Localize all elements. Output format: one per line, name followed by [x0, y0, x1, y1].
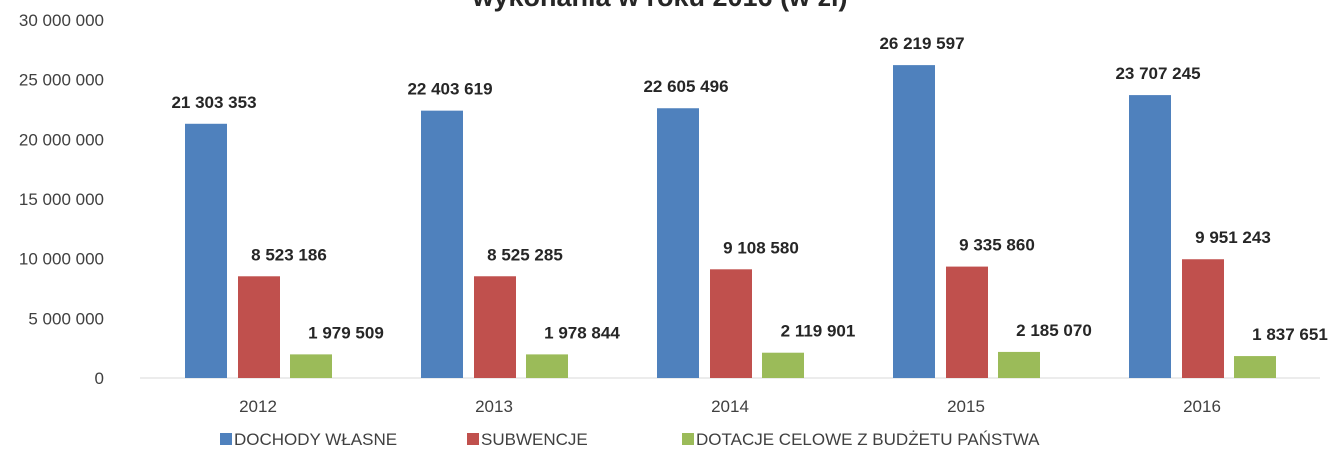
- bar: [657, 108, 699, 378]
- bar: [946, 266, 988, 378]
- legend-swatch: [682, 433, 694, 445]
- x-tick-label: 2016: [1183, 397, 1221, 416]
- bar: [1129, 95, 1171, 379]
- bar: [421, 110, 463, 378]
- bar: [290, 354, 332, 378]
- legend-label: DOCHODY WŁASNE: [234, 430, 397, 449]
- bar: [893, 65, 935, 379]
- value-label: 9 335 860: [959, 236, 1035, 255]
- y-tick-label: 5 000 000: [28, 309, 104, 328]
- value-label: 22 605 496: [643, 77, 728, 96]
- x-tick-label: 2014: [711, 397, 749, 416]
- x-tick-label: 2012: [239, 397, 277, 416]
- value-label: 2 119 901: [781, 322, 856, 341]
- chart-title: wykonania w roku 2016 (w zł): [471, 0, 847, 12]
- x-tick-label: 2013: [475, 397, 513, 416]
- legend-swatch: [467, 433, 479, 445]
- bar: [710, 269, 752, 378]
- y-tick-label: 0: [95, 369, 104, 388]
- y-tick-label: 25 000 000: [19, 71, 104, 90]
- y-tick-label: 15 000 000: [19, 190, 104, 209]
- value-label: 22 403 619: [407, 80, 492, 99]
- bar: [526, 354, 568, 378]
- bar: [1182, 259, 1224, 378]
- legend-label: SUBWENCJE: [481, 430, 588, 449]
- bar: [762, 352, 804, 378]
- value-label: 9 108 580: [723, 238, 799, 257]
- legend-swatch: [220, 433, 232, 445]
- value-label: 1 979 509: [308, 323, 384, 342]
- bar: [238, 276, 280, 378]
- y-tick-label: 30 000 000: [19, 11, 104, 30]
- legend-label: DOTACJE CELOWE Z BUDŻETU PAŃSTWA: [696, 430, 1040, 449]
- bar: [998, 351, 1040, 378]
- bar: [1234, 356, 1276, 378]
- value-label: 9 951 243: [1195, 228, 1271, 247]
- value-label: 1 837 651: [1252, 325, 1328, 344]
- x-tick-label: 2015: [947, 397, 985, 416]
- value-label: 8 523 186: [251, 245, 327, 264]
- value-label: 8 525 285: [487, 245, 563, 264]
- value-label: 1 978 844: [544, 323, 620, 342]
- value-label: 21 303 353: [171, 93, 256, 112]
- y-tick-label: 10 000 000: [19, 250, 104, 269]
- bar: [185, 123, 227, 378]
- bar: [474, 276, 516, 378]
- value-label: 23 707 245: [1115, 64, 1200, 83]
- value-label: 26 219 597: [879, 34, 964, 53]
- y-tick-label: 20 000 000: [19, 130, 104, 149]
- value-label: 2 185 070: [1016, 321, 1092, 340]
